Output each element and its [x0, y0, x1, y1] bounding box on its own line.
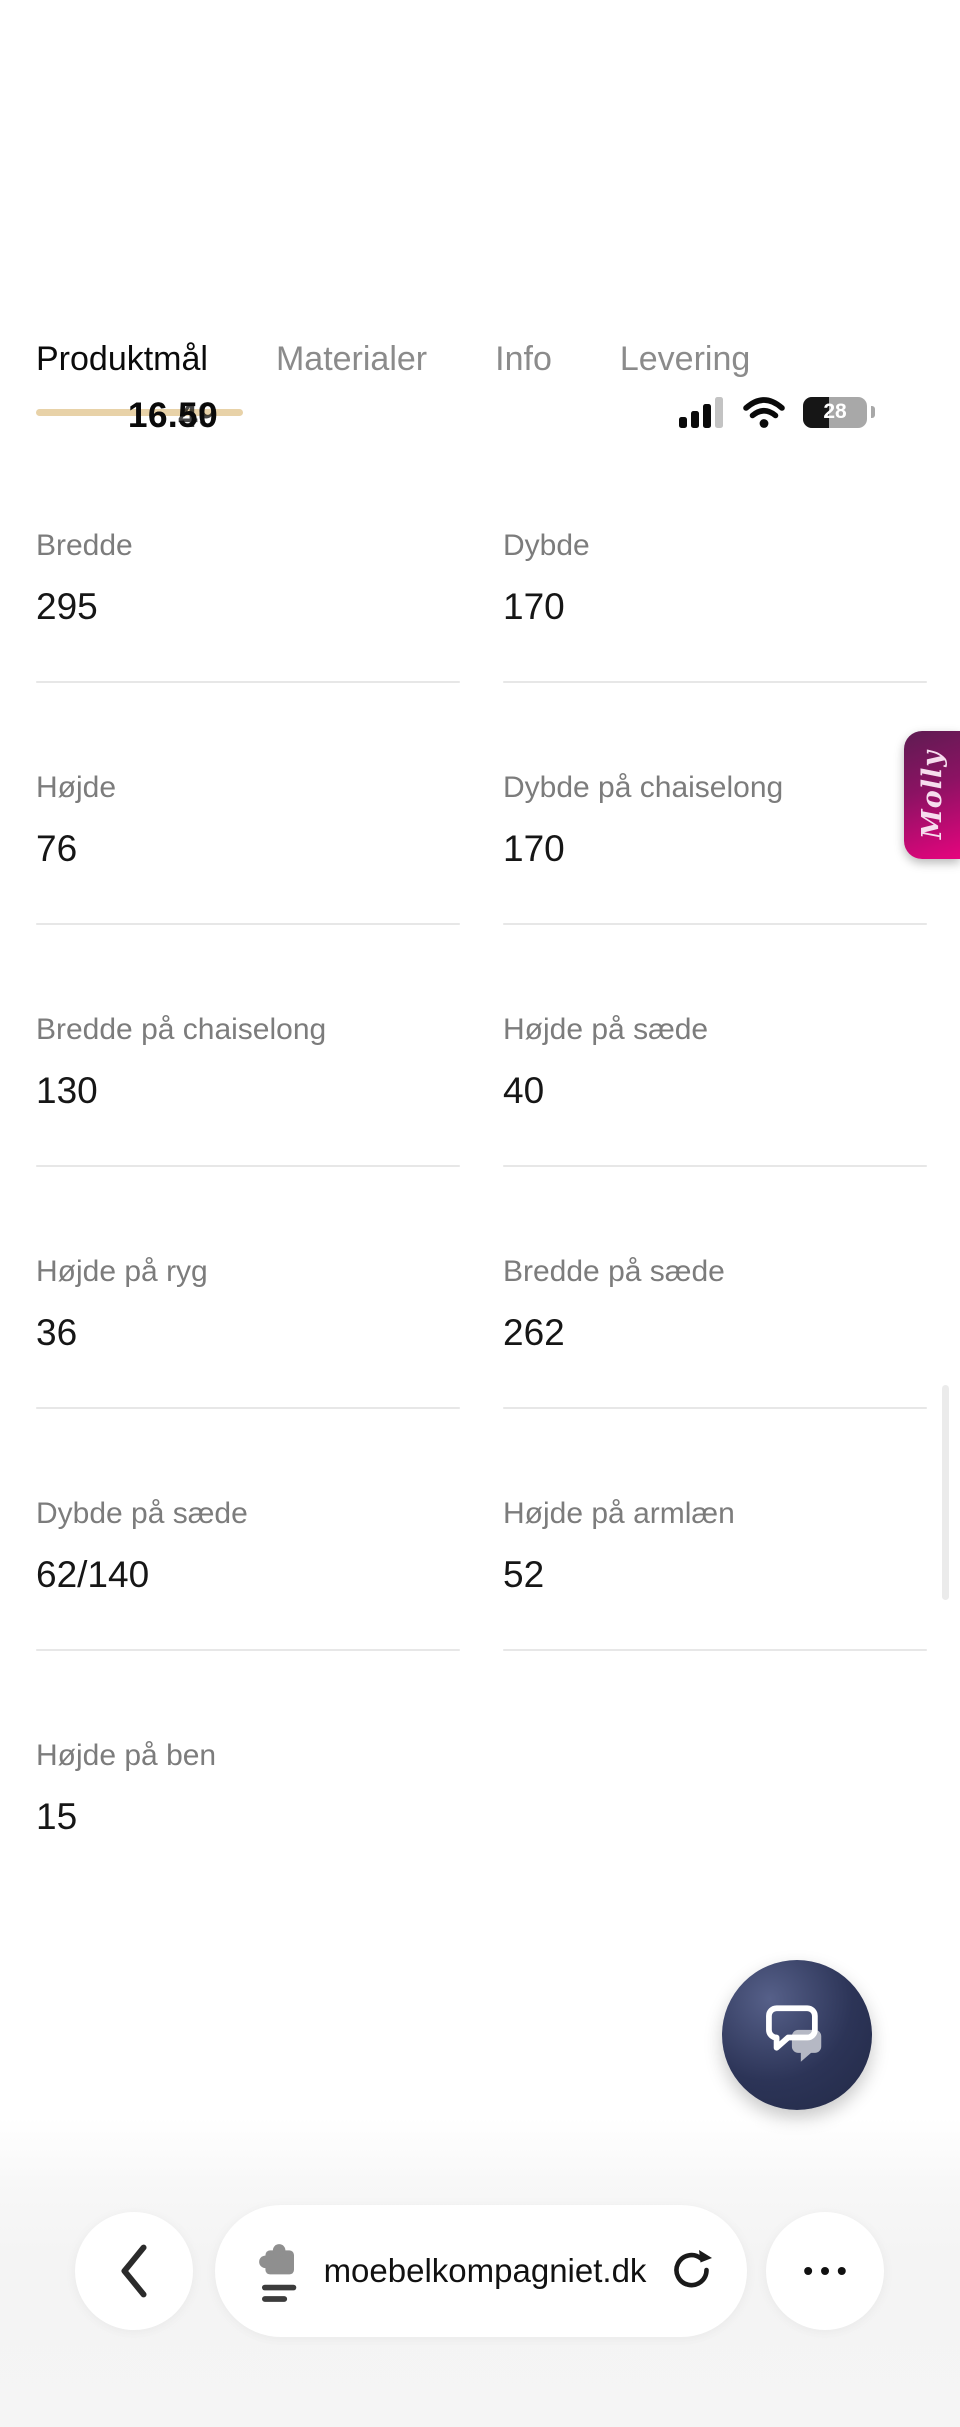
spec-label: Højde på ben: [36, 1739, 217, 1772]
status-bar: 16.49 16.50 28: [0, 340, 960, 450]
spec-value: 295: [36, 586, 98, 627]
spec-dybde-saede: Dybde på sæde 62/140: [36, 1496, 460, 1738]
spec-bredde: Bredde 295: [36, 528, 460, 770]
divider: [36, 1649, 460, 1651]
spec-value: 40: [503, 1070, 545, 1111]
wifi-icon: [743, 396, 785, 428]
product-dimensions-grid: Bredde 295 Dybde 170 Højde 76 Dybde på c…: [36, 528, 960, 1980]
spec-value: 36: [36, 1312, 78, 1353]
tab-produktmaal[interactable]: Produktmål: [36, 340, 208, 378]
spec-label: Højde på sæde: [503, 1013, 709, 1046]
spec-value: 170: [503, 586, 565, 627]
status-time: 16.49 16.50: [128, 396, 218, 436]
spec-dybde: Dybde 170: [503, 528, 927, 770]
spec-hoejde-armlaen: Højde på armlæn 52: [503, 1496, 927, 1738]
divider: [36, 923, 460, 925]
spec-hoejde-ben: Højde på ben 15: [36, 1738, 460, 1980]
spec-label: Bredde: [36, 529, 133, 562]
spec-value: 76: [36, 828, 78, 869]
spec-label: Højde på ryg: [36, 1255, 208, 1288]
signal-icon: [679, 396, 725, 428]
divider: [503, 923, 927, 925]
back-button[interactable]: [75, 2212, 193, 2330]
molly-side-widget[interactable]: Molly: [904, 731, 960, 859]
spec-value: 170: [503, 828, 565, 869]
spec-hoejde: Højde 76: [36, 770, 460, 1012]
spec-label: Bredde på chaiselong: [36, 1013, 327, 1046]
spec-value: 130: [36, 1070, 98, 1111]
battery-nub-icon: [871, 406, 875, 418]
divider: [36, 1165, 460, 1167]
chat-launcher-button[interactable]: [722, 1960, 872, 2110]
molly-label: Molly: [916, 750, 948, 840]
product-tabs: Produktmål Materialer Info Levering: [36, 340, 960, 379]
spec-hoejde-saede: Højde på sæde 40: [503, 1012, 927, 1254]
more-menu-button[interactable]: •••: [766, 2212, 884, 2330]
address-bar[interactable]: moebelkompagniet.dk: [215, 2205, 747, 2337]
back-chevron-icon: [118, 2243, 150, 2299]
spec-hoejde-ryg: Højde på ryg 36: [36, 1254, 460, 1496]
tab-levering[interactable]: Levering: [619, 340, 751, 378]
tab-info[interactable]: Info: [495, 340, 552, 378]
spec-label: Højde på armlæn: [503, 1497, 735, 1530]
spec-label: Højde: [36, 771, 117, 804]
battery-fill: [803, 396, 829, 428]
chat-bubbles-icon: [758, 1998, 836, 2072]
spec-bredde-saede: Bredde på sæde 262: [503, 1254, 927, 1496]
scrollbar-thumb[interactable]: [942, 1385, 949, 1600]
spec-label: Dybde på chaiselong: [503, 771, 784, 804]
divider: [36, 1407, 460, 1409]
divider: [503, 681, 927, 683]
ellipsis-icon: •••: [803, 2255, 854, 2286]
spec-label: Bredde på sæde: [503, 1255, 725, 1288]
spec-value: 15: [36, 1796, 78, 1837]
battery-percent: 28: [823, 400, 847, 423]
extensions-puzzle-icon: [255, 2239, 301, 2303]
url-text: moebelkompagniet.dk: [323, 2252, 647, 2289]
divider: [36, 681, 460, 683]
browser-toolbar: moebelkompagniet.dk •••: [0, 2200, 960, 2340]
spec-value: 62/140: [36, 1554, 150, 1595]
spec-label: Dybde på sæde: [36, 1497, 248, 1530]
status-time-main: 16.50: [128, 396, 219, 435]
divider: [503, 1649, 927, 1651]
tab-materialer[interactable]: Materialer: [275, 340, 428, 378]
status-time-ghost: 16.49: [128, 396, 219, 435]
spec-dybde-chaiselong: Dybde på chaiselong 170: [503, 770, 927, 1012]
battery-icon: 28: [803, 396, 867, 428]
divider: [503, 1165, 927, 1167]
spec-value: 262: [503, 1312, 565, 1353]
reload-icon[interactable]: [669, 2249, 713, 2293]
spec-bredde-chaiselong: Bredde på chaiselong 130: [36, 1012, 460, 1254]
divider: [503, 1407, 927, 1409]
active-tab-underline: [36, 409, 243, 416]
spec-value: 52: [503, 1554, 545, 1595]
spec-label: Dybde: [503, 529, 590, 562]
